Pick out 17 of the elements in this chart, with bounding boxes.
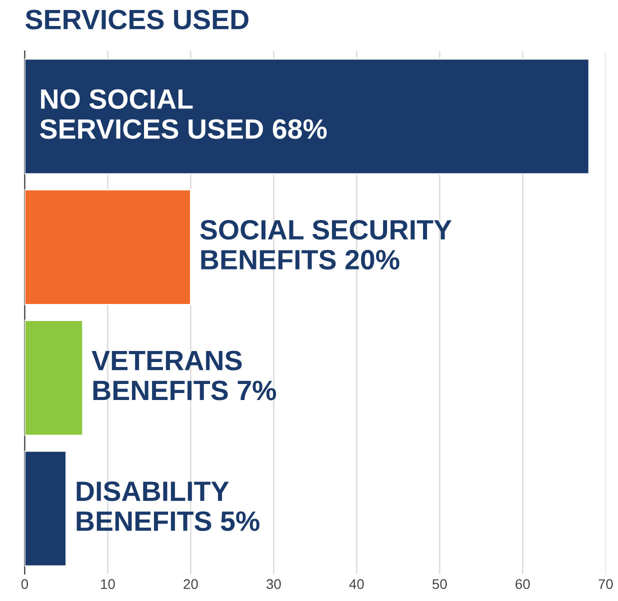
x-tick-label: 0 xyxy=(21,579,28,590)
x-tick-label: 70 xyxy=(598,579,613,590)
bar xyxy=(24,320,84,436)
x-tick-label: 10 xyxy=(101,579,115,590)
category-label: SOCIAL SECURITY BENEFITS 20% xyxy=(200,220,452,270)
bar xyxy=(24,58,590,175)
category-label: VETERANS BENEFITS 7% xyxy=(92,350,276,400)
category-label: NO SOCIAL SERVICES USED 68% xyxy=(40,89,327,139)
bar xyxy=(24,188,192,306)
x-tick-label: 50 xyxy=(432,579,447,590)
x-tick-label: 40 xyxy=(349,579,364,590)
bar xyxy=(24,450,67,567)
x-tick-label: 20 xyxy=(184,579,198,590)
x-tick-label: 60 xyxy=(516,579,530,590)
category-label: DISABILITY BENEFITS 5% xyxy=(76,481,260,532)
chart-title: SERVICES USED xyxy=(26,10,248,30)
x-tick-label: 30 xyxy=(266,579,281,590)
